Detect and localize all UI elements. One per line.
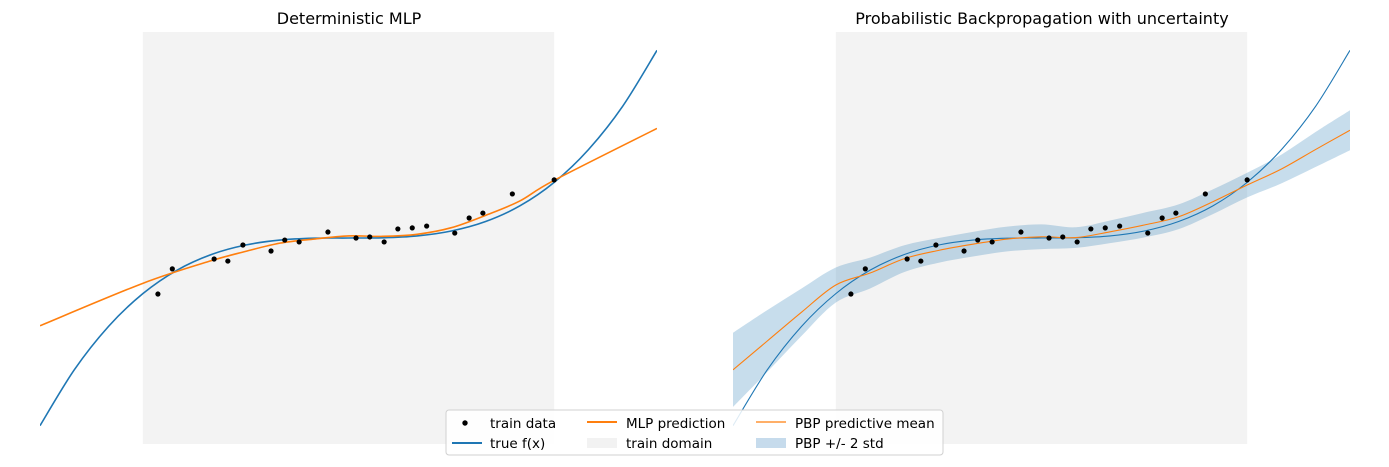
train-data-point: [989, 239, 995, 245]
train-data-point: [409, 225, 415, 231]
train-data-point: [452, 230, 458, 236]
legend-patch-train-domain: [587, 438, 617, 448]
train-data-point: [933, 242, 939, 248]
train-data-point: [1102, 225, 1108, 231]
train-data-point: [155, 291, 161, 297]
train-data-point: [296, 239, 302, 245]
train-data-point: [381, 239, 387, 245]
train-data-point: [466, 215, 472, 221]
train-data-point: [918, 258, 924, 264]
train-data-point: [211, 256, 217, 262]
train-data-point: [395, 226, 401, 232]
train-data-point: [1060, 234, 1066, 240]
legend-patch-pbp-band: [756, 438, 786, 448]
train-data-point: [353, 235, 359, 241]
legend-label: PBP predictive mean: [795, 416, 935, 432]
train-data-point: [551, 177, 557, 183]
train-data-point: [904, 256, 910, 262]
train-data-point: [862, 266, 868, 272]
train-data-point: [282, 237, 288, 243]
train-data-point: [480, 210, 486, 216]
legend-label: train data: [490, 416, 556, 432]
train-data-point: [1159, 215, 1165, 221]
train-data-point: [509, 191, 515, 197]
panel-pbp: Probabilistic Backpropagation with uncer…: [733, 9, 1350, 444]
legend-label: true f(x): [490, 436, 545, 452]
legend-label: MLP prediction: [626, 416, 725, 432]
panel-title: Deterministic MLP: [277, 9, 422, 28]
train-data-point: [1173, 210, 1179, 216]
train-data-point: [367, 234, 373, 240]
train-data-point: [268, 248, 274, 254]
series-line-mlp-prediction: [40, 127, 657, 327]
train-data-point: [1018, 229, 1024, 235]
train-data-point: [1074, 239, 1080, 245]
train-data-point: [169, 266, 175, 272]
legend-label: train domain: [626, 436, 712, 452]
train-data-point: [961, 248, 967, 254]
panel-deterministic-mlp: Deterministic MLP: [40, 9, 657, 444]
train-data-point: [325, 229, 331, 235]
series-line-pbp-predictive-mean: [733, 129, 1350, 371]
train-data-point: [848, 291, 854, 297]
train-data-point: [1046, 235, 1052, 241]
train-data-point: [975, 237, 981, 243]
panel-title: Probabilistic Backpropagation with uncer…: [855, 9, 1228, 28]
legend: train data true f(x) MLP prediction trai…: [445, 409, 944, 456]
legend-label: PBP +/- 2 std: [795, 436, 884, 452]
train-data-point: [424, 223, 430, 229]
legend-marker-train-data: [462, 420, 468, 426]
train-data-point: [1088, 226, 1094, 232]
train-data-point: [240, 242, 246, 248]
train-data-point: [1202, 191, 1208, 197]
plot-area: [733, 32, 1350, 444]
train-data-point: [1117, 223, 1123, 229]
legend-frame: [445, 409, 944, 456]
train-data-point: [1145, 230, 1151, 236]
train-data-point: [1244, 177, 1250, 183]
plot-area: [40, 32, 657, 444]
train-data-point: [225, 258, 231, 264]
